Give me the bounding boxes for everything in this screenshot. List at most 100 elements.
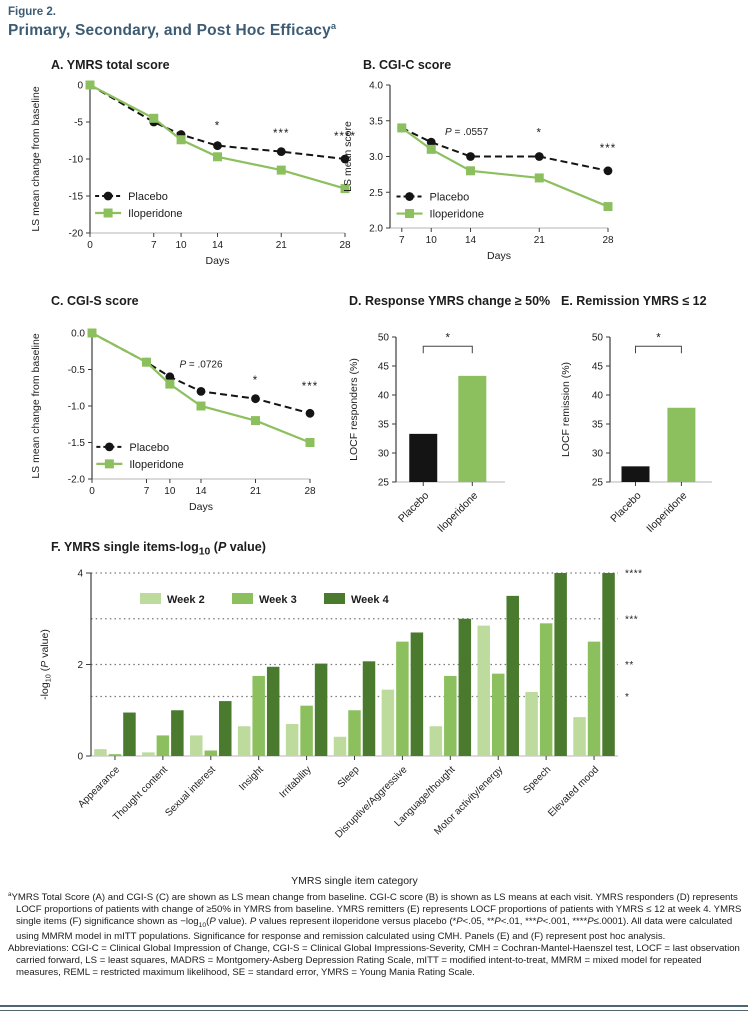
significance-bracket [635,345,682,354]
category-label: Irritability [278,764,314,800]
x-tick-label: 28 [339,240,351,251]
y-axis-label: -log10 (P value) [39,629,53,700]
legend-swatch [324,592,345,604]
marker-placebo [213,141,222,151]
y-tick-label: 0.0 [71,329,85,340]
y-tick-label: -1.5 [68,438,86,449]
bar-week-3 [396,641,409,756]
marker-iloperidone [466,166,476,176]
bar-week-3 [348,709,361,756]
significance-annotation: **** [334,131,356,143]
legend-label: Iloperidone [129,459,183,471]
bar-week-2 [237,725,251,756]
x-tick-label: 14 [212,240,224,251]
footnote-a: aYMRS Total Score (A) and CGI-S (C) are … [8,891,742,942]
x-tick-label: 0 [89,486,95,497]
significance-annotation: P = .0557 [445,127,489,138]
legend-label: Week 3 [259,594,297,606]
x-tick-label: 21 [534,235,546,246]
bar-week-2 [381,689,395,756]
marker-iloperidone [213,152,222,162]
bar-week-4 [171,709,184,756]
x-tick-label: 14 [465,235,477,246]
y-tick-label: 35 [592,420,604,431]
series-line-iloperidone [91,332,311,444]
bar-week-2 [190,734,203,756]
x-tick-label: 10 [164,486,176,497]
panel-d-response-ymrs: D. Response YMRS change ≥ 50% 50 45 40 35 30… [344,294,550,551]
bar-placebo [409,433,438,482]
category-label: Sleep [336,764,362,790]
figure-title: Primary, Secondary, and Post Hoc Efficac… [8,21,337,40]
marker-placebo [534,152,544,161]
y-tick-label: 2 [77,660,83,671]
marker-iloperidone [87,328,97,338]
legend-label: Iloperidone [430,209,484,221]
significance-annotation: * [656,332,661,344]
bar-week-3 [252,675,265,756]
category-label: Sexual interest [163,764,218,819]
significance-annotation: *** [273,128,289,140]
bar-week-2 [285,723,299,756]
category-label: Placebo [608,490,643,525]
x-tick-label: 10 [176,240,188,251]
y-tick-label: 3.5 [369,116,383,127]
y-tick-label: 25 [378,478,390,489]
marker-iloperidone [340,184,350,194]
marker-placebo [426,137,436,147]
series-line-iloperidone [89,84,346,190]
significance-annotation: * [253,375,258,387]
y-tick-label: -15 [69,192,84,203]
significance-annotation: * [215,120,220,132]
marker-placebo [340,154,350,164]
x-tick-label: 14 [195,486,207,497]
x-tick-label: 21 [276,240,288,251]
panel-e-title: E. Remission YMRS ≤ 12 [561,294,707,308]
y-tick-label: 4 [77,568,83,579]
marker-iloperidone [397,123,407,133]
bar-week-4 [554,572,567,756]
bar-week-3 [156,734,170,756]
marker-placebo [305,408,315,418]
y-tick-label: 30 [378,449,390,460]
y-tick-label: 35 [378,420,390,431]
y-tick-label: -1.0 [68,402,86,413]
bar-week-3 [491,673,505,756]
y-axis-label: LS mean score [342,121,354,192]
bar-week-2 [142,751,155,756]
bar-week-4 [602,572,615,756]
marker-iloperidone [426,144,436,154]
panel-b-cgi-c-score: B. CGI-C score 4.0 3.5 3.0 2.5 2.0 7 10 14 21 28 D… [340,58,620,270]
y-tick-label: 50 [378,333,390,344]
marker-placebo [276,147,286,156]
bar-week-3 [204,750,218,756]
marker-placebo [603,166,613,176]
category-label: Insight [237,764,266,793]
y-tick-label: 40 [592,391,604,402]
bar-week-4 [506,595,519,756]
category-label: Speech [521,764,553,796]
y-axis-label: LS mean change from baseline [30,333,42,478]
marker-iloperidone [534,173,544,183]
panel-b-title: B. CGI-C score [363,58,452,72]
significance-bracket [422,345,473,354]
x-tick-label: 28 [602,235,614,246]
x-axis-label: Days [206,255,230,267]
category-label: Elevated mood [546,764,601,819]
bar-week-2 [525,691,538,756]
significance-annotation: *** [302,381,318,393]
y-tick-label: 0 [77,81,83,92]
marker-iloperidone [85,80,95,90]
category-label: Appearance [76,764,122,810]
marker-iloperidone [142,357,151,367]
category-label: Iloperidone [435,490,480,535]
y-axis-label: LOCF remission (%) [560,362,572,457]
bar-week-3 [300,705,313,756]
bar-week-4 [266,666,280,756]
marker-iloperidone [149,113,159,123]
x-axis-label: Days [189,501,213,513]
category-label: Iloperidone [644,490,689,535]
panel-d-title: D. Response YMRS change ≥ 50% [349,294,551,308]
x-axis-label: Days [487,250,511,262]
